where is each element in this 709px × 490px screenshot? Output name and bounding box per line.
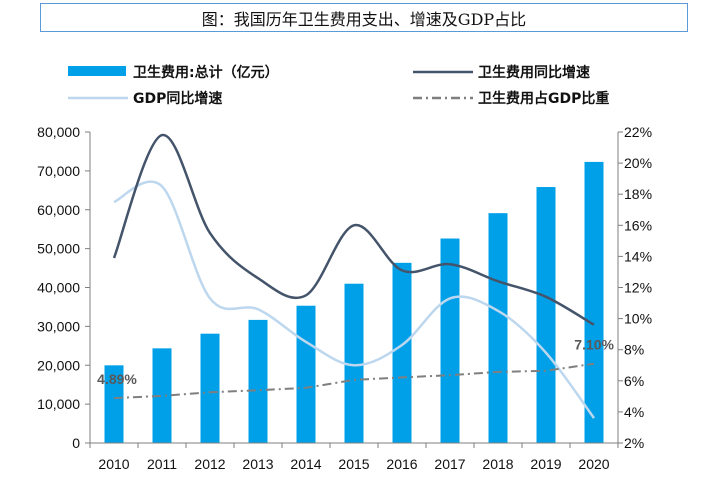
y-right-tick-label: 16% <box>624 217 652 233</box>
x-tick-label: 2013 <box>242 456 273 472</box>
legend-label: 卫生费用同比增速 <box>478 64 590 81</box>
y-left-tick-label: 70,000 <box>37 163 80 179</box>
y-right-tick-label: 10% <box>624 311 652 327</box>
bar-series <box>104 161 604 443</box>
line-series-3 <box>113 362 595 400</box>
y-left-tick-label: 80,000 <box>37 124 80 140</box>
y-right-tick-label: 20% <box>624 155 652 171</box>
legend: 卫生费用:总计（亿元） 卫生费用同比增速 GDP同比增速 卫生费用占GDP比重 <box>68 64 609 107</box>
y-right-tick-label: 14% <box>624 248 652 264</box>
axes: 0 10,000 20,000 30,000 40,000 50,000 60,000 70,… <box>37 124 652 472</box>
legend-swatch-bar <box>68 66 126 76</box>
bar-2010 <box>104 365 124 443</box>
x-tick-label: 2014 <box>290 456 321 472</box>
y-left-tick-label: 40,000 <box>37 280 80 296</box>
bar-2018 <box>488 213 508 443</box>
x-tick-label: 2010 <box>98 456 129 472</box>
y-left-tick-label: 0 <box>72 435 80 451</box>
y-right-tick-label: 22% <box>624 124 652 140</box>
y-right-tick-label: 6% <box>624 373 644 389</box>
chart-title: 图：我国历年卫生费用支出、增速及GDP占比 <box>40 3 688 32</box>
y-left-tick-label: 30,000 <box>37 318 80 334</box>
y-left-tick-label: 20,000 <box>37 357 80 373</box>
bar-2012 <box>200 333 220 443</box>
x-tick-label: 2016 <box>386 456 417 472</box>
data-labels: 4.89% 7.10% <box>97 337 614 387</box>
line-series <box>112 133 596 419</box>
x-tick-label: 2018 <box>482 456 513 472</box>
x-tick-label: 2012 <box>194 456 225 472</box>
y-left-tick-label: 50,000 <box>37 241 80 257</box>
data-label: 7.10% <box>574 337 614 353</box>
bar-2017 <box>440 238 460 443</box>
x-tick-label: 2019 <box>530 456 561 472</box>
legend-label: 卫生费用:总计（亿元） <box>133 64 279 81</box>
y-right-tick-label: 8% <box>624 342 644 358</box>
x-tick-label: 2017 <box>434 456 465 472</box>
y-left-tick-label: 60,000 <box>37 202 80 218</box>
y-right-tick-label: 18% <box>624 186 652 202</box>
bar-2011 <box>152 348 172 443</box>
x-tick-label: 2020 <box>578 456 609 472</box>
y-right-tick-label: 12% <box>624 280 652 296</box>
y-right-tick-label: 4% <box>624 404 644 420</box>
line-series-1 <box>112 133 595 326</box>
x-tick-label: 2015 <box>338 456 369 472</box>
data-label: 4.89% <box>97 371 137 387</box>
legend-label: GDP同比增速 <box>133 90 222 107</box>
bar-2019 <box>536 187 556 443</box>
x-tick-label: 2011 <box>147 456 177 472</box>
bar-2020 <box>584 161 604 443</box>
bar-2013 <box>248 319 268 443</box>
y-left-tick-label: 10,000 <box>37 396 80 412</box>
y-right-tick-label: 2% <box>624 435 644 451</box>
bar-2015 <box>344 283 364 443</box>
legend-label: 卫生费用占GDP比重 <box>478 90 609 107</box>
line-series-2 <box>113 180 596 419</box>
bar-2016 <box>392 262 412 443</box>
bar-2014 <box>296 305 316 443</box>
